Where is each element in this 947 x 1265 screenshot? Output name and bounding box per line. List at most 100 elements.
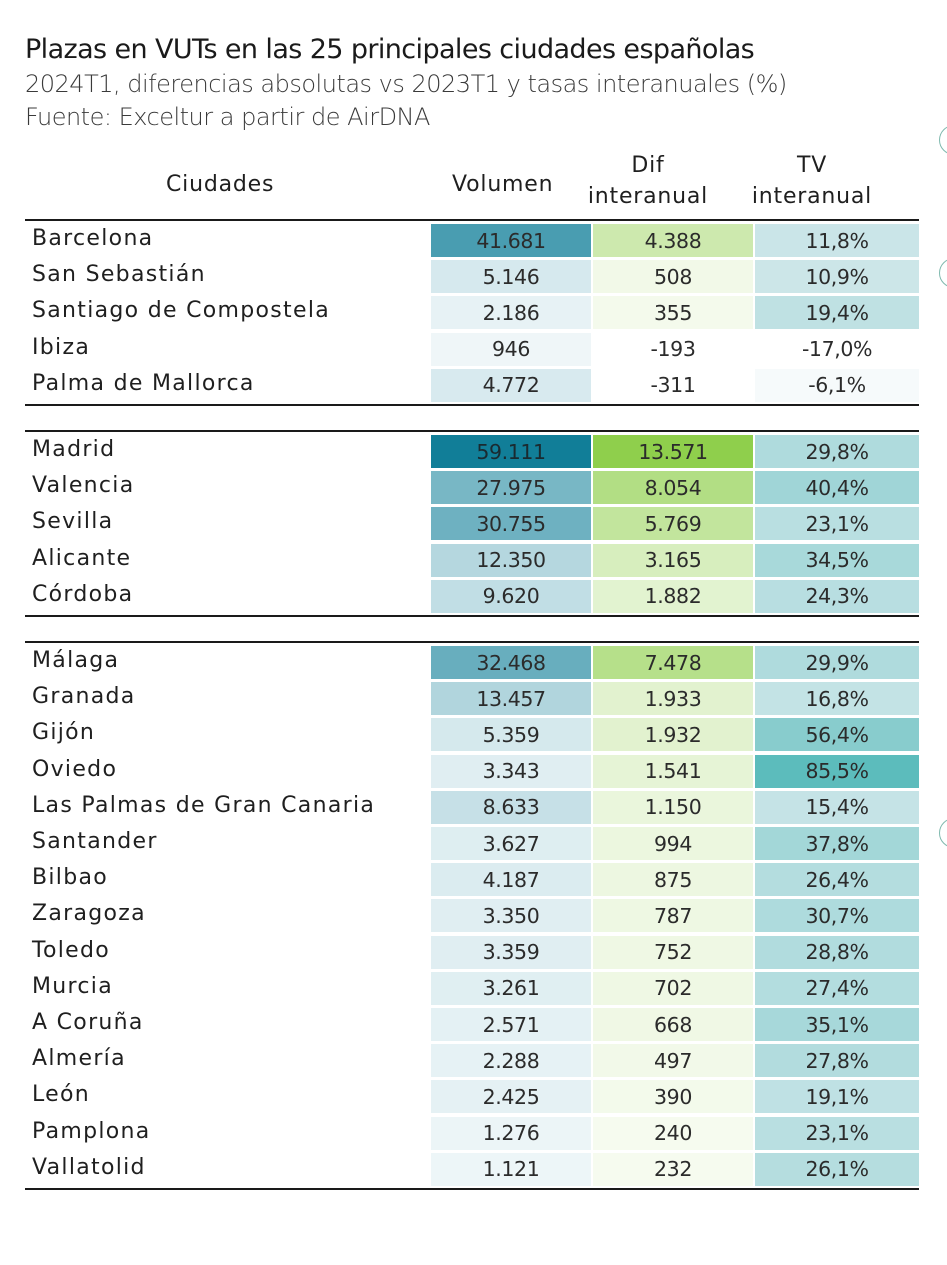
table-row: Madrid 59.111 13.571 29,8% bbox=[25, 433, 919, 469]
cell-city: Murcia bbox=[32, 973, 113, 999]
table-row: Bilbao 4.187 875 26,4% bbox=[25, 861, 919, 897]
cell-volume: 3.627 bbox=[431, 827, 591, 860]
cell-city: Granada bbox=[32, 684, 136, 710]
cell-city: Santander bbox=[32, 829, 158, 854]
cell-volume: 1.121 bbox=[431, 1152, 591, 1186]
cell-tv: 11,8% bbox=[755, 224, 919, 257]
cell-volume: 12.350 bbox=[431, 543, 591, 577]
group-bottom-rule bbox=[25, 1187, 919, 1190]
header-tv-line1: TV bbox=[796, 153, 828, 178]
table-row: Málaga 32.468 7.478 29,9% bbox=[25, 644, 919, 680]
cell-dif: 668 bbox=[593, 1008, 753, 1041]
cell-city: Bilbao bbox=[32, 865, 109, 891]
cell-tv: 28,8% bbox=[755, 935, 919, 969]
cell-dif: 8.054 bbox=[593, 471, 753, 505]
cell-city: Vallatolid bbox=[32, 1154, 146, 1180]
cell-volume: 59.111 bbox=[431, 435, 591, 468]
table-row: Las Palmas de Gran Canaria 8.633 1.150 15,4… bbox=[25, 789, 919, 825]
table-row: Ibiza 946 -193 -17,0% bbox=[25, 331, 919, 367]
table-row: Granada 13.457 1.933 16,8% bbox=[25, 680, 919, 716]
cell-city: Gijón bbox=[32, 720, 96, 746]
cell-dif: 994 bbox=[593, 827, 753, 860]
cell-city: Zaragoza bbox=[32, 901, 146, 927]
cell-tv: 15,4% bbox=[755, 790, 919, 824]
cell-city: Pamplona bbox=[32, 1118, 151, 1144]
cell-volume: 8.633 bbox=[431, 790, 591, 824]
cell-city: Oviedo bbox=[32, 756, 118, 782]
cell-city: Málaga bbox=[32, 648, 120, 673]
cell-tv: 40,4% bbox=[755, 471, 919, 505]
table-row: Santander 3.627 994 37,8% bbox=[25, 825, 919, 861]
table-row: Murcia 3.261 702 27,4% bbox=[25, 970, 919, 1006]
group-top-rule bbox=[25, 641, 919, 643]
cell-volume: 4.187 bbox=[431, 863, 591, 897]
cell-tv: 26,4% bbox=[755, 863, 919, 897]
cell-volume: 1.276 bbox=[431, 1116, 591, 1150]
cell-volume: 4.772 bbox=[431, 368, 591, 402]
cell-city: A Coruña bbox=[32, 1010, 144, 1035]
cell-volume: 41.681 bbox=[431, 224, 591, 257]
cell-dif: 5.769 bbox=[593, 507, 753, 541]
table-row: A Coruña 2.571 668 35,1% bbox=[25, 1006, 919, 1042]
table-row: León 2.425 390 19,1% bbox=[25, 1078, 919, 1114]
cell-dif: -193 bbox=[593, 332, 753, 366]
group-top-rule bbox=[25, 219, 919, 221]
table-row: Barcelona 41.681 4.388 11,8% bbox=[25, 222, 919, 258]
cell-dif: 240 bbox=[593, 1116, 753, 1150]
header-volume: Volumen bbox=[452, 172, 554, 197]
header-city: Ciudades bbox=[166, 172, 275, 197]
header-tv: TV interanual bbox=[705, 153, 919, 209]
cell-volume: 9.620 bbox=[431, 579, 591, 613]
cell-tv: 35,1% bbox=[755, 1008, 919, 1041]
cell-city: Almería bbox=[32, 1046, 126, 1072]
table-subtitle: 2024T1, diferencias absolutas vs 2023T1 … bbox=[25, 70, 787, 98]
cell-tv: 30,7% bbox=[755, 899, 919, 933]
cell-dif: 355 bbox=[593, 296, 753, 330]
cell-city: Alicante bbox=[32, 545, 132, 571]
table-row: Vallatolid 1.121 232 26,1% bbox=[25, 1151, 919, 1187]
cell-dif: 752 bbox=[593, 935, 753, 969]
cell-tv: 34,5% bbox=[755, 543, 919, 577]
cell-tv: 85,5% bbox=[755, 754, 919, 788]
cell-volume: 27.975 bbox=[431, 471, 591, 505]
cell-dif: 787 bbox=[593, 899, 753, 933]
cell-volume: 3.261 bbox=[431, 971, 591, 1005]
cell-tv: 29,9% bbox=[755, 646, 919, 679]
cell-tv: 16,8% bbox=[755, 682, 919, 716]
cell-tv: 19,4% bbox=[755, 296, 919, 330]
cell-dif: 1.882 bbox=[593, 579, 753, 613]
cell-tv: 37,8% bbox=[755, 827, 919, 860]
table-row: Zaragoza 3.350 787 30,7% bbox=[25, 897, 919, 933]
cell-city: Madrid bbox=[32, 437, 116, 462]
edge-circle-icon bbox=[939, 125, 947, 155]
table-row: Oviedo 3.343 1.541 85,5% bbox=[25, 753, 919, 789]
cell-dif: 390 bbox=[593, 1080, 753, 1114]
cell-city: San Sebastián bbox=[32, 262, 206, 288]
table-row: Almería 2.288 497 27,8% bbox=[25, 1042, 919, 1078]
cell-tv: 19,1% bbox=[755, 1080, 919, 1114]
cell-dif: 7.478 bbox=[593, 646, 753, 679]
cell-volume: 946 bbox=[431, 332, 591, 366]
cell-volume: 30.755 bbox=[431, 507, 591, 541]
table-row: Santiago de Compostela 2.186 355 19,4% bbox=[25, 294, 919, 330]
group-top-rule bbox=[25, 430, 919, 432]
cell-volume: 3.343 bbox=[431, 754, 591, 788]
cell-volume: 5.146 bbox=[431, 260, 591, 294]
cell-tv: -17,0% bbox=[755, 332, 919, 366]
table-row: Palma de Mallorca 4.772 -311 -6,1% bbox=[25, 367, 919, 403]
cell-volume: 3.359 bbox=[431, 935, 591, 969]
table-row: San Sebastián 5.146 508 10,9% bbox=[25, 258, 919, 294]
cell-city: Sevilla bbox=[32, 509, 114, 535]
table-row: Sevilla 30.755 5.769 23,1% bbox=[25, 505, 919, 541]
cell-dif: 1.541 bbox=[593, 754, 753, 788]
header-dif: Dif interanual bbox=[543, 153, 753, 209]
table-row: Córdoba 9.620 1.882 24,3% bbox=[25, 578, 919, 614]
group-bottom-rule bbox=[25, 403, 919, 406]
cell-city: Las Palmas de Gran Canaria bbox=[32, 792, 376, 818]
cell-city: Córdoba bbox=[32, 581, 134, 607]
cell-city: León bbox=[32, 1082, 91, 1108]
edge-circle-icon bbox=[939, 258, 947, 288]
cell-city: Santiago de Compostela bbox=[32, 298, 331, 324]
cell-dif: 1.150 bbox=[593, 790, 753, 824]
cell-tv: -6,1% bbox=[755, 368, 919, 402]
